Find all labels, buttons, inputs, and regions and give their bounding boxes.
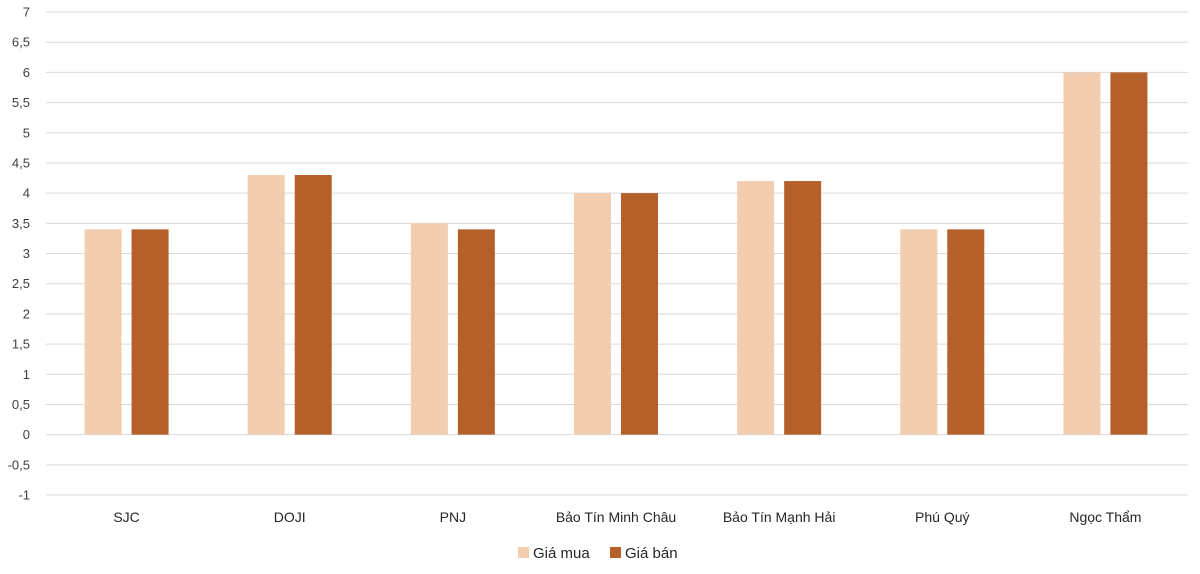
- bar-gia-mua: [574, 193, 611, 435]
- legend-label: Giá bán: [625, 545, 678, 562]
- bar-gia-mua: [84, 229, 122, 435]
- x-category-label: PNJ: [440, 509, 466, 525]
- y-tick-label: 5,5: [12, 95, 30, 110]
- bar-gia-mua: [410, 223, 448, 435]
- bar-gia-mua: [247, 175, 285, 435]
- legend-swatch: [610, 547, 621, 558]
- y-tick-label: -0,5: [8, 457, 30, 472]
- x-category-label: DOJI: [274, 509, 306, 525]
- y-tick-label: 0,5: [12, 397, 30, 412]
- bar-gia-mua: [737, 181, 775, 435]
- bar-gia-mua: [1063, 72, 1101, 435]
- bar-gia-ban: [131, 229, 169, 435]
- legend-label: Giá mua: [533, 545, 590, 562]
- y-tick-label: 1: [23, 367, 30, 382]
- y-axis-tick-labels: -1 -0,5 0 0,5 1 1,5 2 2,5 3 3,5 4 4,5 5 5,5 6 6,5 7: [8, 5, 30, 503]
- x-category-label: Ngọc Thẩm: [1069, 509, 1141, 525]
- y-tick-label: 7: [23, 5, 30, 20]
- y-tick-label: 4,5: [12, 155, 30, 170]
- y-tick-label: 6,5: [12, 35, 30, 50]
- x-category-label: Phú Quý: [915, 509, 969, 525]
- bars: [84, 72, 1148, 435]
- bar-gia-ban: [1110, 72, 1148, 435]
- legend: Giá mua Giá bán: [518, 545, 678, 562]
- legend-swatch: [518, 547, 529, 558]
- y-tick-label: 5: [23, 125, 30, 140]
- y-tick-label: 3,5: [12, 216, 30, 231]
- bar-gia-ban: [294, 175, 332, 435]
- bar-gia-ban: [784, 181, 822, 435]
- bar-gia-mua: [900, 229, 938, 435]
- y-tick-label: 2,5: [12, 276, 30, 291]
- bar-gia-ban: [947, 229, 985, 435]
- y-tick-label: 4: [23, 186, 30, 201]
- x-category-label: Bảo Tín Minh Châu: [556, 509, 676, 525]
- x-axis-category-labels: SJC DOJI PNJ Bảo Tín Minh Châu Bảo Tín Mạnh …: [113, 509, 1141, 525]
- y-tick-label: 6: [23, 65, 30, 80]
- y-tick-label: 1,5: [12, 337, 30, 352]
- x-category-label: SJC: [113, 509, 139, 525]
- y-tick-label: 0: [23, 427, 30, 442]
- y-tick-label: 3: [23, 246, 30, 261]
- gridlines: [46, 11, 1188, 496]
- x-category-label: Bảo Tín Mạnh Hải: [723, 509, 836, 525]
- y-tick-label: -1: [18, 488, 30, 503]
- y-tick-label: 2: [23, 306, 30, 321]
- bar-gia-ban: [621, 193, 658, 435]
- bar-gia-ban: [457, 229, 495, 435]
